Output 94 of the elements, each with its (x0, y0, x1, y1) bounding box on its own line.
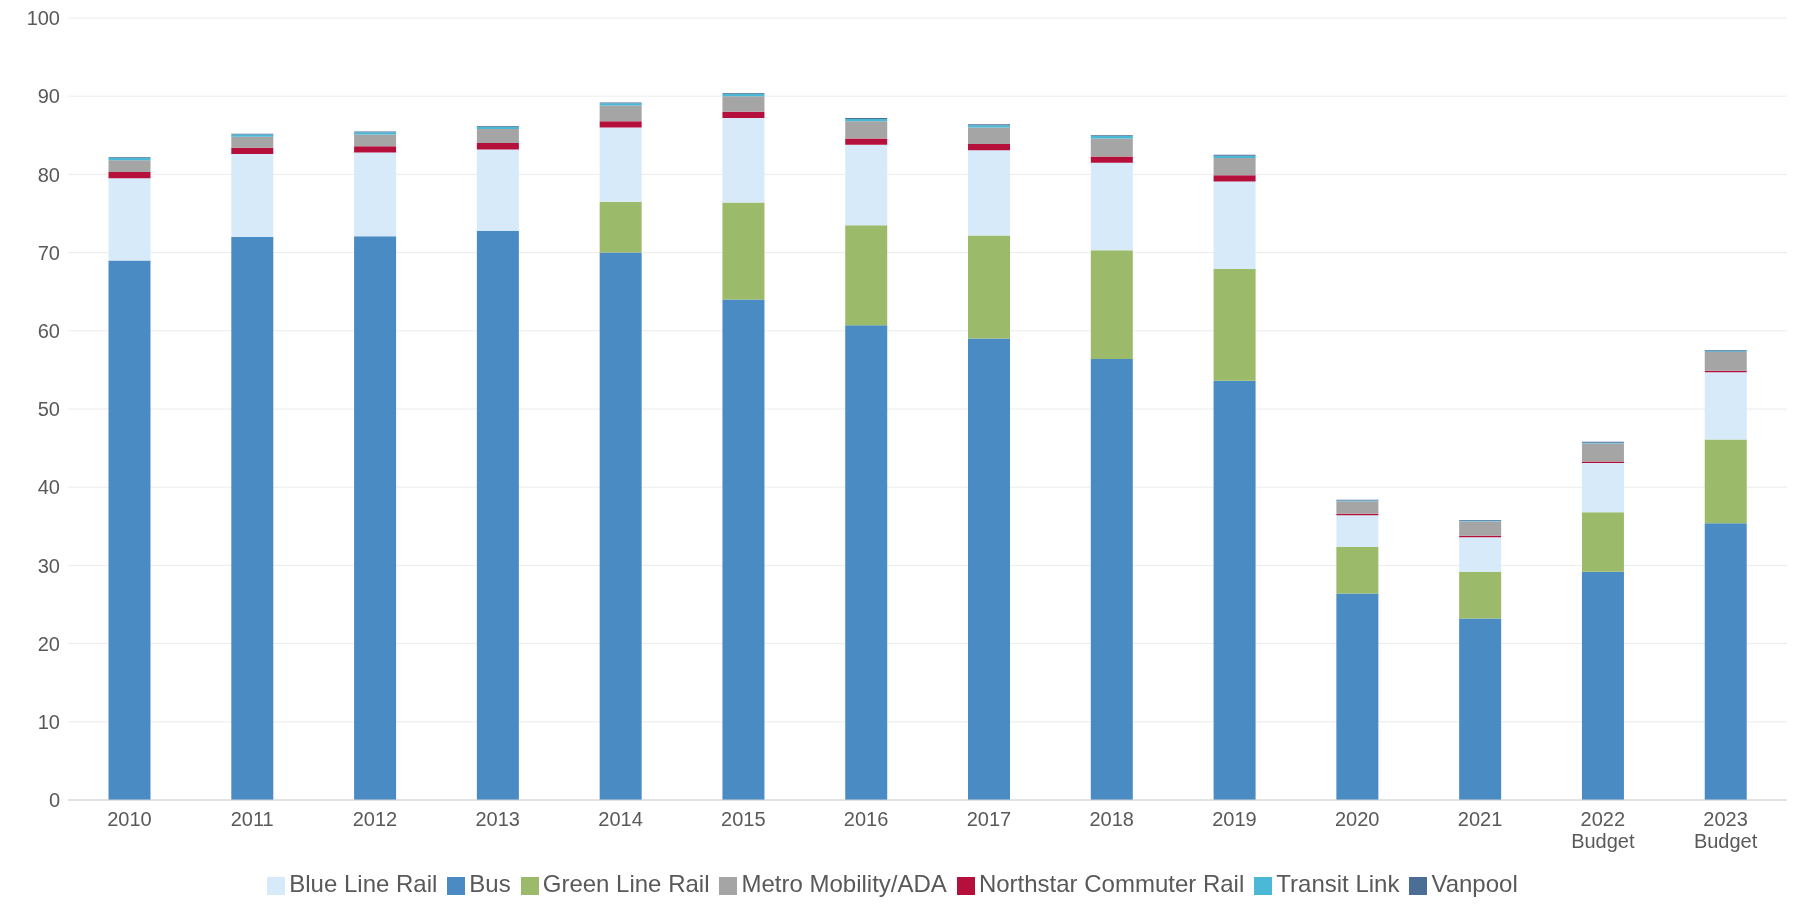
bar (1090, 138, 1133, 157)
y-tick-label: 70 (37, 241, 60, 264)
bar (1704, 439, 1747, 524)
bar (1336, 546, 1379, 594)
x-tick-label: 2015 (721, 808, 766, 830)
bar (722, 111, 765, 119)
bar (1459, 618, 1502, 800)
x-tick-label: 2012 (352, 808, 398, 830)
bar (108, 260, 151, 800)
y-tick-label: 40 (37, 476, 60, 499)
bar (231, 136, 274, 148)
bar (354, 236, 397, 800)
bar (1581, 571, 1624, 800)
bar (968, 235, 1011, 339)
bar (354, 152, 397, 237)
bar (231, 147, 274, 155)
legend-label: Bus (469, 870, 511, 897)
x-tick-label: 2023 Budget (1693, 808, 1758, 852)
y-tick-label: 10 (37, 710, 60, 733)
x-tick-label: 2016 (843, 808, 889, 830)
bar (1090, 162, 1133, 251)
y-tick-label: 60 (37, 319, 60, 342)
bar (476, 143, 519, 150)
bar (968, 127, 1011, 144)
x-tick-label: 2020 (1335, 808, 1380, 830)
x-tick-label: 2017 (966, 808, 1012, 830)
bar (722, 118, 765, 203)
bar (231, 154, 274, 237)
bar (845, 121, 888, 139)
bar (599, 252, 642, 800)
bar (1459, 537, 1502, 572)
legend-label: Vanpool (1431, 870, 1518, 897)
bar (599, 201, 642, 253)
bar (1581, 512, 1624, 572)
bar (845, 144, 888, 226)
bar (1213, 380, 1256, 800)
bar (968, 143, 1011, 151)
legend-label: Blue Line Rail (289, 870, 438, 897)
bar (108, 178, 151, 261)
bar (1336, 515, 1379, 547)
bar (231, 236, 274, 800)
bar (722, 299, 765, 800)
y-tick-label: 80 (37, 163, 60, 186)
x-tick-label: 2022 Budget (1571, 808, 1635, 852)
y-tick-label: 50 (37, 398, 60, 421)
bar (845, 225, 888, 326)
bar (1581, 462, 1624, 513)
legend-label: Transit Link (1276, 870, 1400, 897)
y-tick-label: 100 (26, 7, 60, 30)
bar (354, 134, 397, 147)
y-tick-label: 20 (37, 632, 60, 655)
bar (599, 127, 642, 202)
bar (1459, 521, 1502, 536)
bar (599, 121, 642, 128)
bar (1213, 175, 1256, 182)
y-tick-label: 90 (37, 85, 60, 108)
bar (845, 138, 888, 145)
bar (1090, 358, 1133, 800)
bar (476, 230, 519, 800)
bar (108, 160, 151, 173)
bar (1213, 269, 1256, 381)
y-tick-label: 30 (37, 554, 60, 577)
bar (1213, 157, 1256, 176)
legend-label: Metro Mobility/ADA (741, 870, 947, 897)
bar (968, 338, 1011, 800)
bar (968, 150, 1011, 236)
x-tick-label: 2010 (107, 808, 152, 830)
bar (476, 129, 519, 144)
x-tick-label: 2021 (1457, 808, 1503, 830)
bar (1090, 156, 1133, 163)
x-tick-label: 2014 (598, 808, 643, 830)
bar (108, 172, 151, 179)
bar (1090, 250, 1133, 359)
x-tick-label: 2011 (230, 808, 274, 830)
y-tick-label: 0 (48, 789, 60, 812)
x-tick-label: 2019 (1212, 808, 1257, 830)
bar (1336, 501, 1379, 514)
bar (1336, 593, 1379, 800)
bar (476, 149, 519, 231)
bar (1704, 351, 1747, 371)
x-tick-label: 2013 (475, 808, 520, 830)
legend-label: Green Line Rail (542, 870, 710, 897)
bar (1704, 372, 1747, 440)
bar (354, 146, 397, 153)
legend-label: Northstar Commuter Rail (978, 870, 1245, 897)
bar (1581, 443, 1624, 462)
bar (722, 202, 765, 300)
bar (1704, 523, 1747, 800)
bar (845, 325, 888, 800)
bar (1213, 181, 1256, 270)
x-tick-label: 2018 (1089, 808, 1134, 830)
bar (1459, 571, 1502, 619)
bar (599, 105, 642, 122)
bar (722, 96, 765, 112)
